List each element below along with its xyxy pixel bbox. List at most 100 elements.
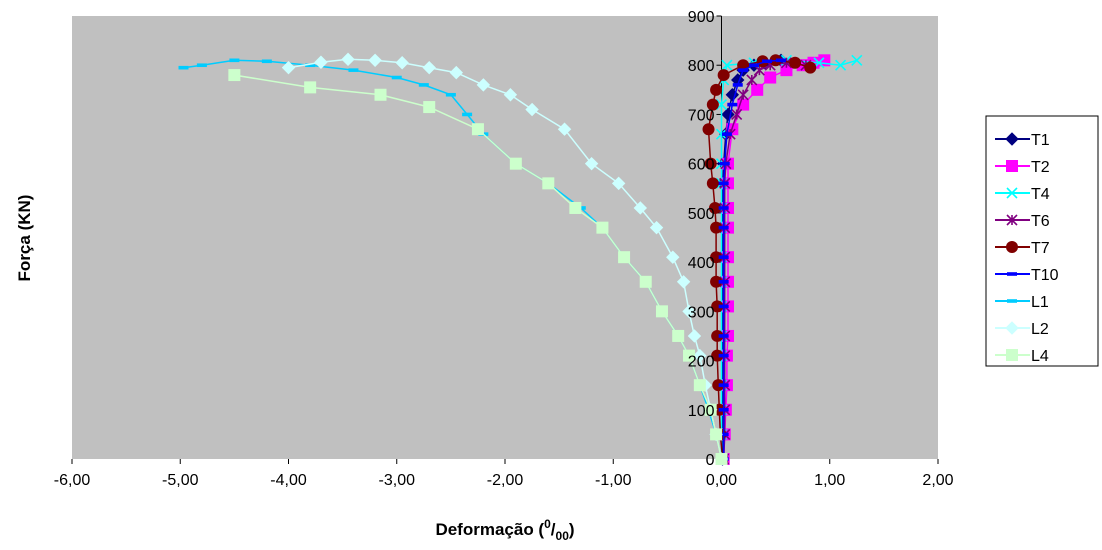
legend-item-l1: L1	[995, 294, 1049, 311]
data-point	[391, 75, 402, 80]
legend-label: L4	[1031, 348, 1049, 365]
x-tick-label: -1,00	[595, 472, 632, 489]
y-tick-label: 900	[688, 9, 715, 26]
data-point	[710, 83, 723, 96]
legend-item-l2: L2	[995, 321, 1049, 338]
data-point	[449, 65, 463, 80]
data-point	[1006, 241, 1018, 253]
data-point	[683, 349, 696, 362]
x-axis-title-sub: 00	[556, 529, 570, 543]
data-point	[718, 280, 729, 284]
data-point	[525, 102, 539, 117]
y-tick-label: 200	[688, 354, 715, 371]
data-point	[718, 255, 729, 259]
legend-label: T1	[1031, 132, 1050, 149]
y-tick-label: 100	[688, 403, 715, 420]
x-tick-label: 2,00	[922, 472, 953, 489]
legend-item-t2: T2	[995, 159, 1050, 176]
data-point	[737, 89, 749, 101]
y-axis-title: Força (KN)	[15, 195, 34, 282]
data-point	[710, 221, 723, 234]
data-point	[776, 58, 787, 63]
legend-item-t4: T4	[995, 186, 1050, 203]
data-point	[718, 225, 729, 230]
data-point	[611, 176, 626, 191]
x-axis-title-slash: /	[551, 520, 556, 539]
data-point	[711, 349, 724, 362]
data-point	[374, 88, 387, 101]
data-point	[718, 432, 729, 437]
data-point	[682, 304, 696, 319]
data-point	[509, 157, 522, 170]
data-point	[715, 99, 728, 111]
data-point	[710, 275, 723, 288]
data-point	[1006, 349, 1018, 361]
data-point	[423, 101, 436, 114]
x-tick-label: -6,00	[54, 472, 91, 489]
x-tick-label: -5,00	[162, 472, 199, 489]
data-point	[746, 74, 758, 86]
data-point	[596, 221, 609, 234]
plot-area	[72, 16, 938, 459]
x-tick-label: -3,00	[379, 472, 416, 489]
data-point	[368, 53, 382, 68]
data-point	[718, 206, 729, 210]
data-point	[584, 156, 599, 171]
legend-item-t10: T10	[995, 267, 1059, 284]
data-point	[719, 161, 730, 166]
data-point	[503, 88, 518, 102]
x-tick-labels: -6,00 -5,00 -4,00 -3,00 -2,00 -1,00 0,00 1,00 2,…	[54, 472, 954, 489]
data-point	[281, 60, 296, 75]
data-point	[649, 220, 664, 235]
legend: T1 T2 T4 T6 T7 T10 L1 L2 L4	[985, 115, 1099, 367]
data-point	[471, 123, 484, 136]
legend-label: T4	[1031, 186, 1050, 203]
data-point	[542, 177, 555, 190]
data-point	[711, 329, 724, 342]
data-point	[711, 300, 724, 313]
data-point	[557, 122, 572, 136]
series-line	[707, 59, 811, 460]
data-point	[1006, 214, 1018, 226]
data-point	[314, 55, 328, 69]
data-point	[721, 59, 733, 71]
data-point	[710, 251, 723, 264]
y-tick-label: 400	[688, 255, 715, 272]
data-point	[418, 83, 429, 87]
data-point	[718, 334, 729, 338]
data-point	[732, 83, 743, 87]
y-tick-label: 500	[688, 206, 715, 223]
x-tick-label: 0,00	[706, 472, 737, 489]
y-tick-labels: 0 100 200 300 400 500 600 700 800 900	[688, 9, 715, 469]
y-tick-label: 0	[706, 452, 715, 469]
data-point	[1005, 132, 1019, 146]
legend-box	[985, 115, 1099, 367]
data-point	[341, 52, 355, 67]
data-point	[261, 59, 272, 64]
series-layer	[178, 52, 863, 466]
data-point	[761, 59, 772, 64]
legend-item-t1: T1	[995, 132, 1050, 149]
data-point	[704, 403, 717, 416]
data-point	[715, 453, 728, 465]
data-point	[305, 63, 316, 68]
legend-label: L1	[1031, 294, 1049, 311]
data-point	[304, 81, 317, 94]
data-point	[639, 275, 652, 288]
data-point	[789, 56, 802, 69]
data-point	[666, 250, 680, 264]
legend-label: T6	[1031, 213, 1050, 230]
y-tick-label: 700	[688, 107, 715, 124]
data-point	[445, 92, 456, 97]
data-point	[1006, 187, 1018, 199]
series-t10	[718, 58, 787, 461]
data-point	[721, 132, 732, 136]
data-point	[712, 379, 725, 392]
data-point	[780, 64, 793, 77]
data-point	[1006, 160, 1018, 172]
data-point	[731, 108, 743, 121]
data-point	[702, 123, 715, 136]
data-point	[348, 68, 359, 72]
data-point	[196, 63, 207, 68]
